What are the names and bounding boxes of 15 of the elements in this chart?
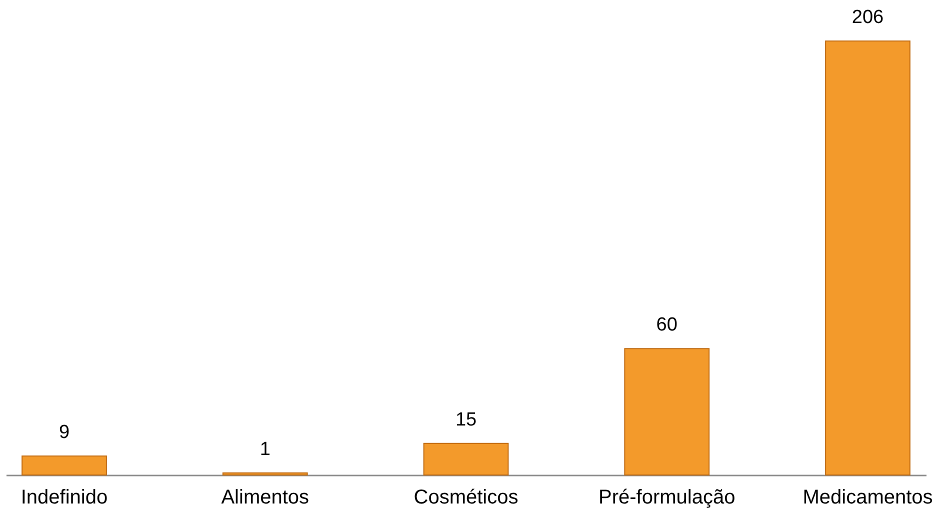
data-label: 206 xyxy=(852,7,884,28)
data-label: 9 xyxy=(58,422,70,444)
bar xyxy=(624,348,710,476)
x-tick-label: Cosméticos xyxy=(414,486,518,508)
x-tick-label: Alimentos xyxy=(221,486,310,508)
data-label: 15 xyxy=(455,409,477,430)
x-tick-label: Pré-formulação xyxy=(598,486,736,508)
bar xyxy=(222,472,308,476)
x-tick-label: Indefinido xyxy=(20,486,108,508)
bar xyxy=(825,40,910,476)
data-label: 60 xyxy=(656,314,678,336)
bar xyxy=(423,442,509,476)
bar xyxy=(22,456,107,476)
x-tick-label: Medicamentos xyxy=(802,486,933,508)
data-label: 1 xyxy=(260,438,270,460)
